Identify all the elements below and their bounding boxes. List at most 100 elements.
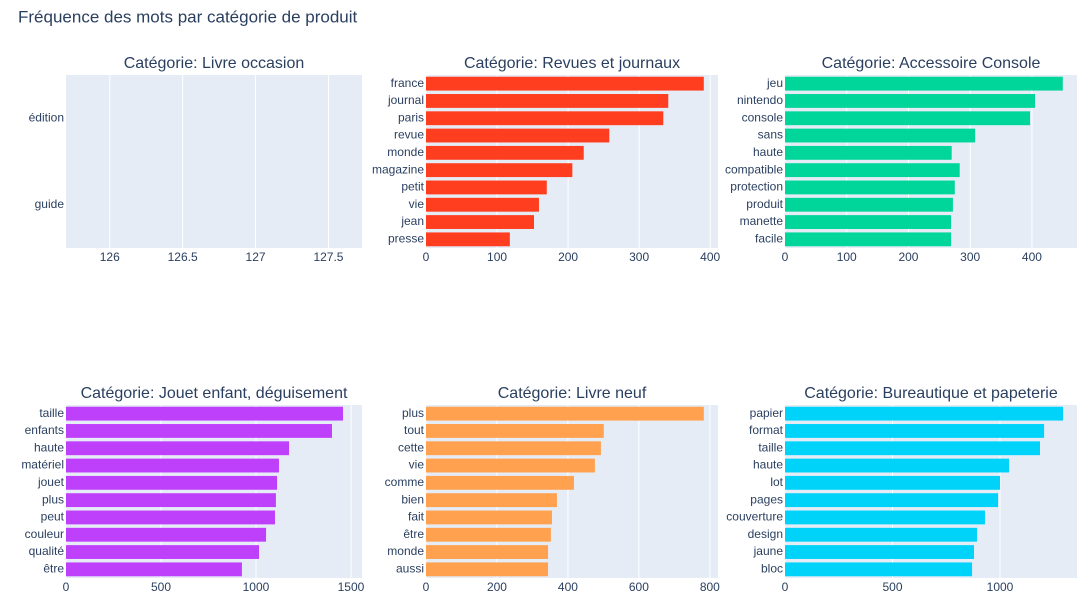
y-tick-label: manette	[740, 214, 784, 228]
x-tick-label: 126.5	[168, 250, 198, 264]
y-tick-label: papier	[750, 406, 783, 420]
x-tick-label: 600	[629, 580, 649, 594]
y-tick-label: presse	[388, 232, 424, 246]
bar	[426, 215, 534, 229]
y-tick-label: protection	[730, 180, 783, 194]
bar	[426, 406, 704, 421]
bar	[426, 545, 549, 559]
y-tick-label: monde	[387, 145, 424, 159]
x-tick-label: 200	[558, 250, 578, 264]
x-tick-label: 400	[1022, 250, 1042, 264]
subplot-title: Catégorie: Livre occasion	[124, 55, 305, 72]
y-tick-label: être	[403, 527, 424, 541]
bar	[426, 441, 601, 456]
bar	[426, 111, 664, 126]
y-tick-label: plus	[402, 406, 424, 420]
y-tick-label: france	[391, 76, 425, 90]
bar	[426, 76, 704, 91]
bar	[785, 424, 1045, 438]
y-tick-label: lot	[770, 475, 783, 489]
bar	[426, 424, 604, 438]
y-tick-label: vie	[409, 458, 425, 472]
bar	[66, 562, 242, 577]
bar	[785, 145, 952, 160]
bar	[426, 475, 574, 490]
bar	[426, 163, 573, 178]
x-tick-label: 200	[487, 580, 507, 594]
x-tick-label: 500	[882, 580, 902, 594]
subplot-title: Catégorie: Accessoire Console	[822, 55, 1041, 72]
bar	[785, 163, 960, 178]
bar	[785, 441, 1041, 456]
x-tick-label: 0	[782, 250, 789, 264]
y-tick-label: couverture	[726, 510, 783, 524]
y-tick-label: couleur	[25, 527, 64, 541]
y-tick-label: sans	[758, 128, 783, 142]
bar	[785, 180, 955, 195]
bar	[426, 197, 539, 212]
y-tick-label: jaune	[753, 544, 784, 558]
bar	[66, 458, 279, 473]
x-tick-label: 0	[63, 580, 70, 594]
y-tick-label: petit	[401, 180, 424, 194]
y-tick-label: console	[742, 110, 784, 124]
x-tick-label: 127.5	[313, 250, 343, 264]
x-tick-label: 100	[487, 250, 507, 264]
y-tick-label: bien	[401, 492, 424, 506]
bar	[426, 458, 595, 473]
y-tick-label: journal	[387, 93, 424, 107]
bar	[785, 545, 975, 559]
x-tick-label: 0	[423, 250, 430, 264]
x-tick-label: 300	[960, 250, 980, 264]
y-tick-label: haute	[34, 440, 64, 454]
y-tick-label: compatible	[725, 162, 783, 176]
x-tick-label: 1000	[987, 580, 1014, 594]
bar	[426, 510, 552, 525]
x-tick-label: 200	[898, 250, 918, 264]
bar	[785, 76, 1063, 91]
bar	[66, 545, 260, 559]
y-tick-label: nintendo	[737, 93, 783, 107]
plot-background	[66, 75, 362, 248]
bar	[426, 180, 547, 195]
x-tick-label: 127	[246, 250, 266, 264]
bar	[785, 493, 999, 508]
x-tick-label: 400	[700, 250, 720, 264]
y-tick-label: fait	[408, 510, 425, 524]
y-tick-label: paris	[398, 110, 424, 124]
y-tick-label: être	[43, 562, 64, 576]
y-tick-label: format	[749, 423, 784, 437]
bar	[785, 406, 1064, 421]
x-tick-label: 126	[100, 250, 120, 264]
y-tick-label: taille	[758, 440, 783, 454]
x-tick-label: 0	[423, 580, 430, 594]
y-tick-label: tout	[404, 423, 425, 437]
subplot-title: Catégorie: Livre neuf	[498, 385, 647, 402]
y-tick-label: aussi	[396, 562, 424, 576]
bar	[785, 128, 976, 143]
y-tick-label: monde	[387, 544, 424, 558]
bar	[785, 94, 1036, 108]
bar	[785, 510, 985, 525]
bar	[426, 128, 610, 143]
y-tick-label: peut	[41, 510, 65, 524]
y-tick-label: facile	[755, 232, 783, 246]
bar	[785, 215, 952, 229]
y-tick-label: jeu	[766, 76, 783, 90]
y-tick-label: haute	[753, 145, 783, 159]
bar	[66, 493, 276, 508]
y-tick-label: haute	[753, 458, 783, 472]
y-tick-label: cette	[398, 440, 424, 454]
x-tick-label: 500	[151, 580, 171, 594]
x-tick-label: 100	[837, 250, 857, 264]
y-tick-label: matériel	[21, 458, 64, 472]
figure-title: Fréquence des mots par catégorie de prod…	[18, 7, 358, 26]
bar	[785, 475, 1001, 490]
y-tick-label: plus	[42, 492, 64, 506]
y-tick-label: comme	[385, 475, 425, 489]
x-tick-label: 0	[782, 580, 789, 594]
y-tick-label: vie	[409, 197, 425, 211]
bar	[785, 458, 1010, 473]
bar	[426, 527, 551, 542]
bar	[66, 510, 275, 525]
